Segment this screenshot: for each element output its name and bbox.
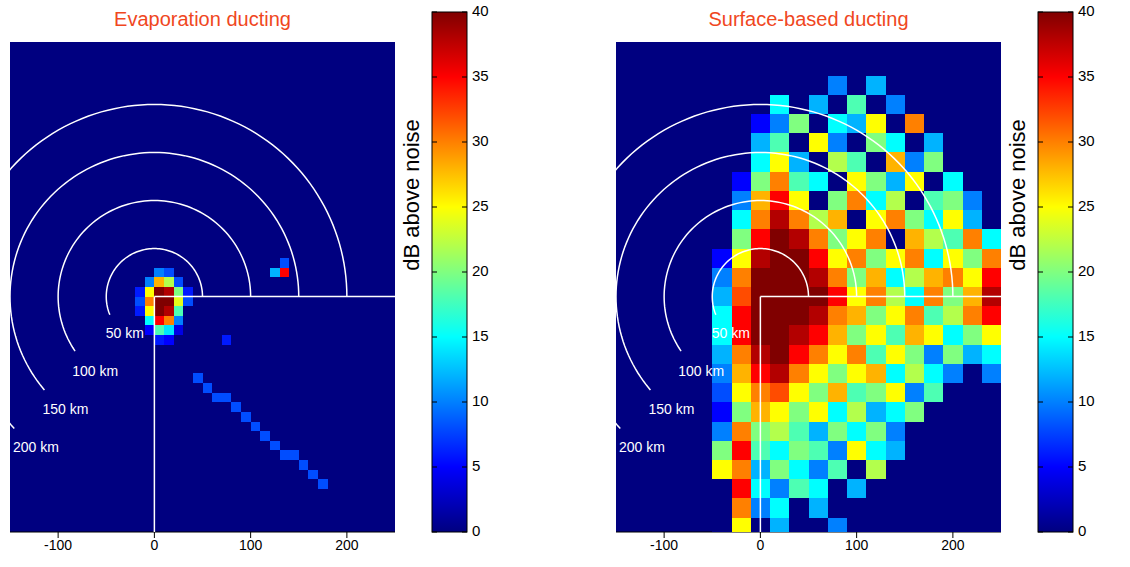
svg-text:100: 100: [845, 537, 869, 553]
svg-text:35: 35: [1078, 67, 1095, 84]
svg-text:dB above noise: dB above noise: [400, 119, 424, 271]
svg-text:40: 40: [472, 2, 489, 19]
svg-text:5: 5: [472, 457, 480, 474]
svg-text:0: 0: [150, 537, 158, 553]
svg-text:50 km: 50 km: [106, 325, 144, 341]
svg-text:dB above noise: dB above noise: [1006, 119, 1030, 271]
svg-text:100 km: 100 km: [678, 363, 724, 379]
svg-text:10: 10: [472, 392, 489, 409]
svg-text:-100: -100: [44, 537, 72, 553]
svg-text:20: 20: [472, 262, 489, 279]
svg-text:200 km: 200 km: [13, 439, 59, 455]
svg-text:100 km: 100 km: [72, 363, 118, 379]
svg-text:150 km: 150 km: [43, 401, 89, 417]
svg-text:40: 40: [1078, 2, 1095, 19]
svg-text:200 km: 200 km: [619, 439, 665, 455]
svg-text:10: 10: [1078, 392, 1095, 409]
svg-text:50 km: 50 km: [712, 325, 750, 341]
svg-text:25: 25: [472, 197, 489, 214]
svg-text:15: 15: [1078, 327, 1095, 344]
svg-text:20: 20: [1078, 262, 1095, 279]
svg-text:200: 200: [941, 537, 965, 553]
svg-text:0: 0: [1078, 522, 1086, 539]
svg-text:35: 35: [472, 67, 489, 84]
html-text:Surface-based ducting: Surface-based ducting: [708, 8, 909, 30]
svg-text:200: 200: [335, 537, 359, 553]
svg-text:25: 25: [1078, 197, 1095, 214]
svg-text:30: 30: [1078, 132, 1095, 149]
svg-text:5: 5: [1078, 457, 1086, 474]
html-text:Evaporation ducting: Evaporation ducting: [114, 8, 291, 30]
svg-text:15: 15: [472, 327, 489, 344]
svg-text:150 km: 150 km: [649, 401, 695, 417]
svg-text:0: 0: [756, 537, 764, 553]
svg-text:-100: -100: [650, 537, 678, 553]
svg-text:30: 30: [472, 132, 489, 149]
svg-text:0: 0: [472, 522, 480, 539]
svg-text:100: 100: [239, 537, 263, 553]
